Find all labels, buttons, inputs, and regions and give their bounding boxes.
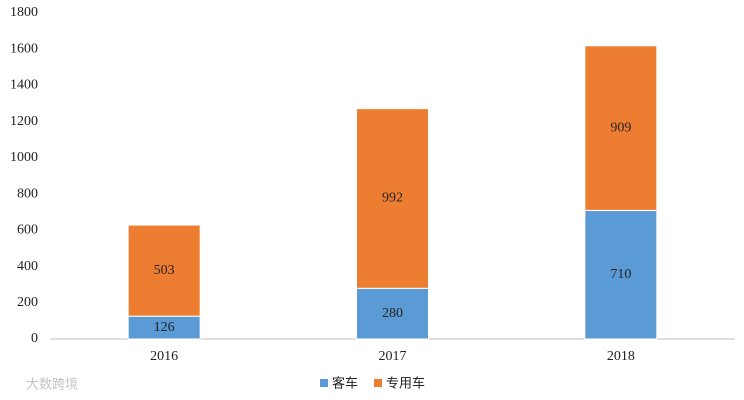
bar-segment <box>584 209 658 340</box>
data-label: 503 <box>154 263 175 278</box>
y-tick-label: 400 <box>17 259 38 274</box>
data-label: 710 <box>610 267 631 282</box>
bar-segment <box>356 108 429 289</box>
watermark: 大数跨境 <box>26 378 78 393</box>
legend-swatch <box>320 379 328 387</box>
data-label: 280 <box>382 306 403 321</box>
y-tick-label: 1000 <box>10 150 38 165</box>
legend-label: 专用车 <box>386 376 425 392</box>
bar-segment <box>127 224 201 317</box>
y-tick-label: 200 <box>17 295 38 310</box>
y-tick-label: 600 <box>17 223 38 238</box>
data-label: 992 <box>382 191 403 206</box>
data-label: 909 <box>610 120 631 135</box>
bar-segment <box>584 45 658 211</box>
y-tick-label: 800 <box>17 186 38 201</box>
y-tick-label: 1400 <box>10 78 38 93</box>
y-tick-label: 0 <box>31 331 38 346</box>
legend-label: 客车 <box>332 376 358 392</box>
legend-swatch <box>374 379 383 387</box>
x-tick-label: 2016 <box>150 349 178 364</box>
bar-segment <box>356 287 429 340</box>
x-tick-label: 2018 <box>607 349 635 364</box>
x-tick-label: 2017 <box>379 349 407 364</box>
y-tick-label: 1600 <box>10 41 38 56</box>
y-tick-label: 1800 <box>10 5 38 20</box>
data-label: 126 <box>154 320 175 335</box>
y-tick-label: 1200 <box>10 114 38 129</box>
